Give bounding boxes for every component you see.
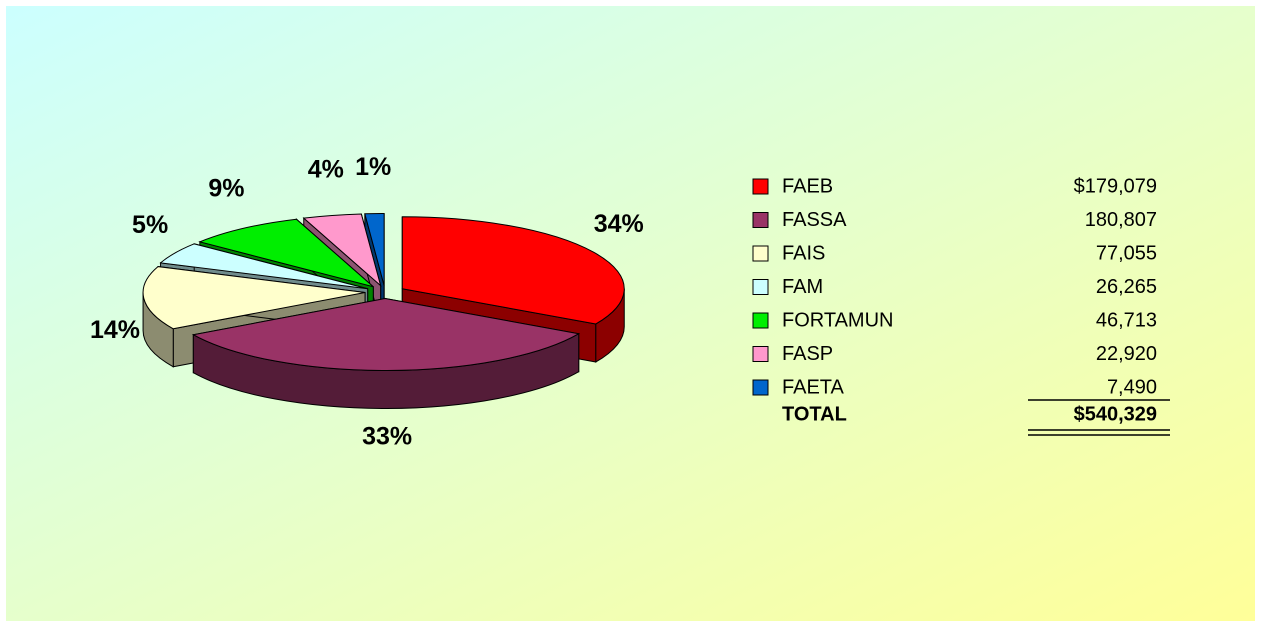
legend-label: FASP <box>782 343 833 365</box>
legend-swatch <box>752 245 769 262</box>
pie-label: 5% <box>132 211 168 239</box>
legend-value: 22,920 <box>1096 343 1157 365</box>
legend-swatch <box>752 279 769 295</box>
slice-top <box>159 243 368 290</box>
legend-swatch <box>752 379 769 396</box>
legend-label: FASSA <box>782 209 847 231</box>
legend-value: 7,490 <box>1107 376 1157 398</box>
legend-swatch <box>752 212 769 228</box>
legend-label: FAEB <box>782 175 833 197</box>
legend-swatch <box>752 312 769 329</box>
legend-swatch <box>752 346 769 362</box>
legend-label: FAIS <box>782 242 825 264</box>
legend-value: 180,807 <box>1085 209 1157 231</box>
legend-value: 26,265 <box>1096 276 1157 298</box>
slice-top <box>191 297 581 371</box>
slice-top <box>198 218 374 288</box>
total-label: TOTAL <box>782 403 847 425</box>
pie-label: 1% <box>355 153 391 181</box>
pie-label: 34% <box>594 210 644 238</box>
legend-swatch <box>752 178 769 195</box>
legend-label: FAM <box>782 276 823 298</box>
legend-label: FORTAMUN <box>782 309 893 331</box>
pie-label: 33% <box>362 422 412 450</box>
legend-value: $179,079 <box>1074 175 1157 197</box>
legend-value: 77,055 <box>1096 242 1157 264</box>
total-value: $540,329 <box>1074 403 1157 425</box>
legend-label: FAETA <box>782 376 845 398</box>
slice-top <box>142 266 366 330</box>
slice-top <box>302 213 382 288</box>
slice-top <box>364 213 385 286</box>
slice <box>191 297 581 409</box>
pie-label: 14% <box>90 316 140 344</box>
pie-label: 4% <box>308 156 344 184</box>
pie-label: 9% <box>208 175 244 203</box>
slice-top <box>401 216 625 325</box>
legend-value: 46,713 <box>1096 309 1157 331</box>
